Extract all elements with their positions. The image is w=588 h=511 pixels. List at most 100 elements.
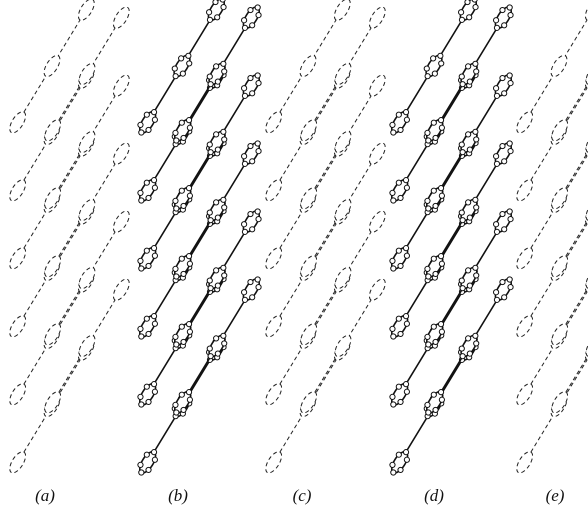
ring (263, 245, 285, 271)
atom (390, 122, 395, 127)
ring (110, 277, 132, 303)
atom (459, 17, 464, 22)
atom (390, 190, 395, 195)
ring (548, 53, 570, 79)
atom (181, 271, 186, 276)
molecule (42, 141, 133, 280)
atom (215, 215, 220, 220)
atom (222, 273, 227, 278)
atom (139, 402, 144, 407)
atom (256, 217, 261, 222)
ring (7, 177, 29, 203)
atom (507, 277, 512, 282)
ring (582, 0, 588, 23)
atom (502, 227, 507, 232)
atom (403, 178, 408, 183)
atom (494, 229, 499, 234)
ring (7, 449, 29, 475)
atom (214, 132, 219, 137)
atom (214, 336, 219, 341)
atom (494, 222, 499, 227)
atom (242, 290, 247, 295)
ring (366, 73, 388, 99)
packing-panel (137, 0, 263, 475)
atom (433, 203, 438, 208)
ring (7, 245, 29, 271)
atom (426, 342, 431, 347)
atom (438, 322, 443, 327)
atom (467, 15, 472, 20)
atom (390, 326, 395, 331)
atom (403, 110, 408, 115)
atom (221, 197, 226, 202)
atom (396, 452, 401, 457)
ring (366, 5, 388, 31)
atom (424, 66, 429, 71)
atom (181, 203, 186, 208)
atom (172, 66, 177, 71)
molecule-chain (555, 78, 588, 206)
molecule-chain (555, 214, 588, 342)
ring (110, 209, 132, 235)
atom (391, 198, 396, 203)
atom (152, 185, 157, 190)
atom (173, 266, 178, 271)
atom (398, 399, 403, 404)
atom (220, 0, 225, 2)
atom (439, 125, 444, 130)
atom (391, 402, 396, 407)
atom (502, 295, 507, 300)
packing-panel (514, 0, 588, 475)
atom (466, 64, 471, 69)
ring (263, 381, 285, 407)
atom (248, 279, 253, 284)
atom (426, 274, 431, 279)
atom (467, 351, 472, 356)
atom (426, 410, 431, 415)
atom (173, 130, 178, 135)
atom (144, 384, 149, 389)
atom (431, 188, 436, 193)
atom (439, 193, 444, 198)
atom (242, 161, 247, 166)
atom (144, 112, 149, 117)
atom (396, 316, 401, 321)
ring (514, 177, 536, 203)
atom (181, 135, 186, 140)
ring (75, 0, 97, 23)
atom (459, 278, 464, 283)
atom (404, 389, 409, 394)
ring (514, 109, 536, 135)
atom (439, 329, 444, 334)
molecule (7, 0, 98, 135)
atom (174, 138, 179, 143)
atom (398, 263, 403, 268)
ring (7, 109, 29, 135)
atom (214, 200, 219, 205)
atom (467, 215, 472, 220)
atom (242, 86, 247, 91)
atom (213, 0, 218, 5)
atom (138, 122, 143, 127)
atom (466, 132, 471, 137)
atom (207, 74, 212, 79)
atom (255, 277, 260, 282)
atom (215, 283, 220, 288)
molecule (514, 337, 588, 476)
atom (250, 23, 255, 28)
atom (174, 206, 179, 211)
ring (110, 141, 132, 167)
atom (215, 15, 220, 20)
atom (431, 324, 436, 329)
atom (250, 159, 255, 164)
ring (366, 209, 388, 235)
atom (467, 283, 472, 288)
atom (139, 266, 144, 271)
atom (151, 314, 156, 319)
panel-label: (c) (293, 486, 312, 505)
atom (250, 295, 255, 300)
atom (459, 346, 464, 351)
atom (146, 263, 151, 268)
packing-panel (7, 0, 133, 475)
atom (390, 462, 395, 467)
